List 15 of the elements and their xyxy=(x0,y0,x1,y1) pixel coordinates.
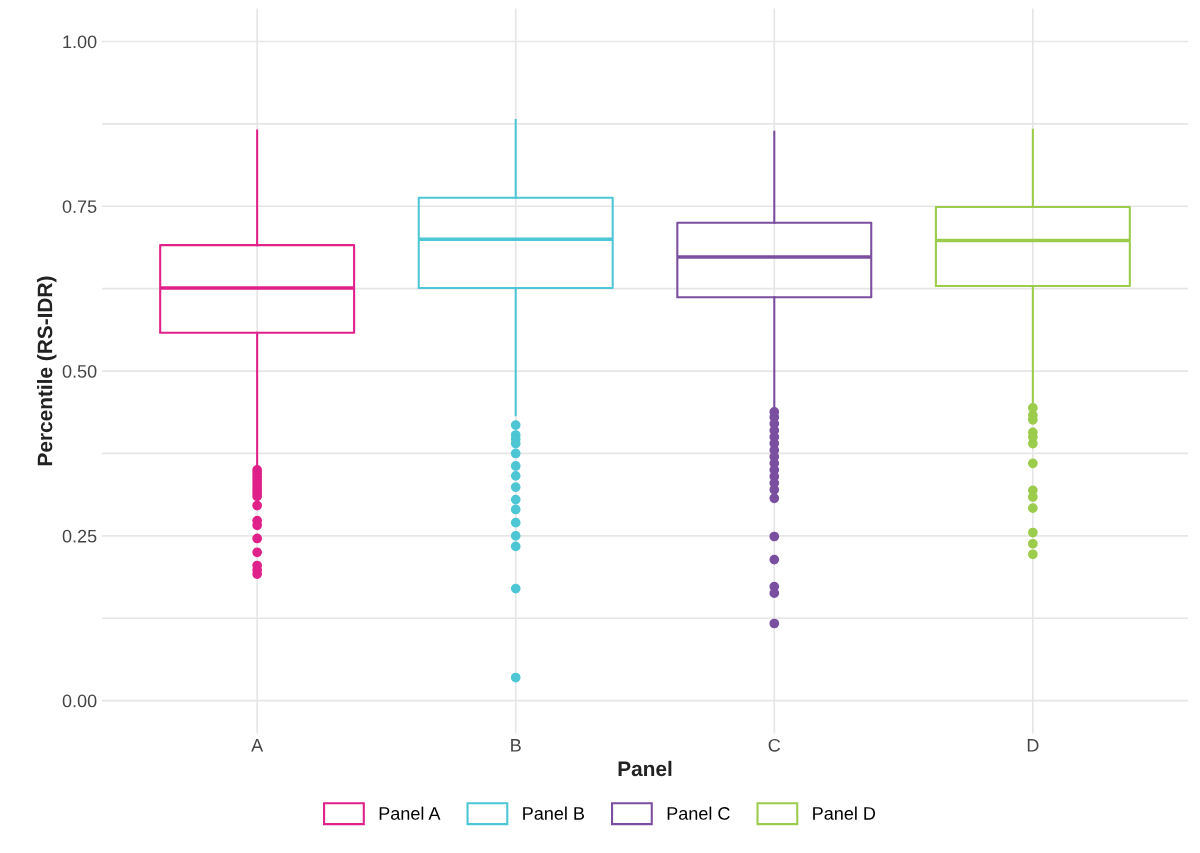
legend-label: Panel B xyxy=(523,806,585,820)
y-tick-label: 0.50 xyxy=(62,364,97,378)
y-tick-label: 1.00 xyxy=(63,35,97,49)
x-tick-label: D xyxy=(1027,739,1039,752)
y-tick-label: 0.25 xyxy=(62,529,97,543)
x-tick-label: C xyxy=(768,738,781,752)
x-tick-label: A xyxy=(251,739,264,752)
y-tick-label: 0.75 xyxy=(62,200,97,213)
x-tick-label: B xyxy=(511,739,521,752)
legend-label: Panel C xyxy=(667,806,730,820)
y-axis-title: Percentile (RS-IDR) xyxy=(37,276,57,466)
legend-label: Panel A xyxy=(379,806,441,820)
legend-label: Panel D xyxy=(813,806,876,820)
y-tick-label: 0.00 xyxy=(62,694,97,708)
x-axis-title: Panel xyxy=(618,760,672,777)
